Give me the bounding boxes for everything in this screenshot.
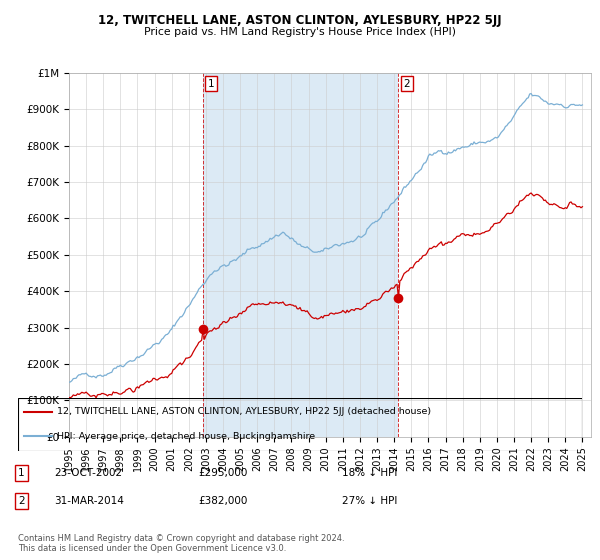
Text: 12, TWITCHELL LANE, ASTON CLINTON, AYLESBURY, HP22 5JJ (detached house): 12, TWITCHELL LANE, ASTON CLINTON, AYLES… xyxy=(58,408,431,417)
Text: 12, TWITCHELL LANE, ASTON CLINTON, AYLESBURY, HP22 5JJ: 12, TWITCHELL LANE, ASTON CLINTON, AYLES… xyxy=(98,14,502,27)
Text: £295,000: £295,000 xyxy=(198,468,247,478)
Text: 31-MAR-2014: 31-MAR-2014 xyxy=(54,496,124,506)
Text: 2: 2 xyxy=(18,496,25,506)
Text: £382,000: £382,000 xyxy=(198,496,247,506)
Text: Price paid vs. HM Land Registry's House Price Index (HPI): Price paid vs. HM Land Registry's House … xyxy=(144,27,456,37)
Text: HPI: Average price, detached house, Buckinghamshire: HPI: Average price, detached house, Buck… xyxy=(58,432,316,441)
Bar xyxy=(203,73,398,437)
Text: 18% ↓ HPI: 18% ↓ HPI xyxy=(342,468,397,478)
Text: 23-OCT-2002: 23-OCT-2002 xyxy=(54,468,122,478)
Text: 27% ↓ HPI: 27% ↓ HPI xyxy=(342,496,397,506)
Text: 1: 1 xyxy=(18,468,25,478)
Text: Contains HM Land Registry data © Crown copyright and database right 2024.
This d: Contains HM Land Registry data © Crown c… xyxy=(18,534,344,553)
Text: 1: 1 xyxy=(208,79,214,88)
Text: 2: 2 xyxy=(404,79,410,88)
